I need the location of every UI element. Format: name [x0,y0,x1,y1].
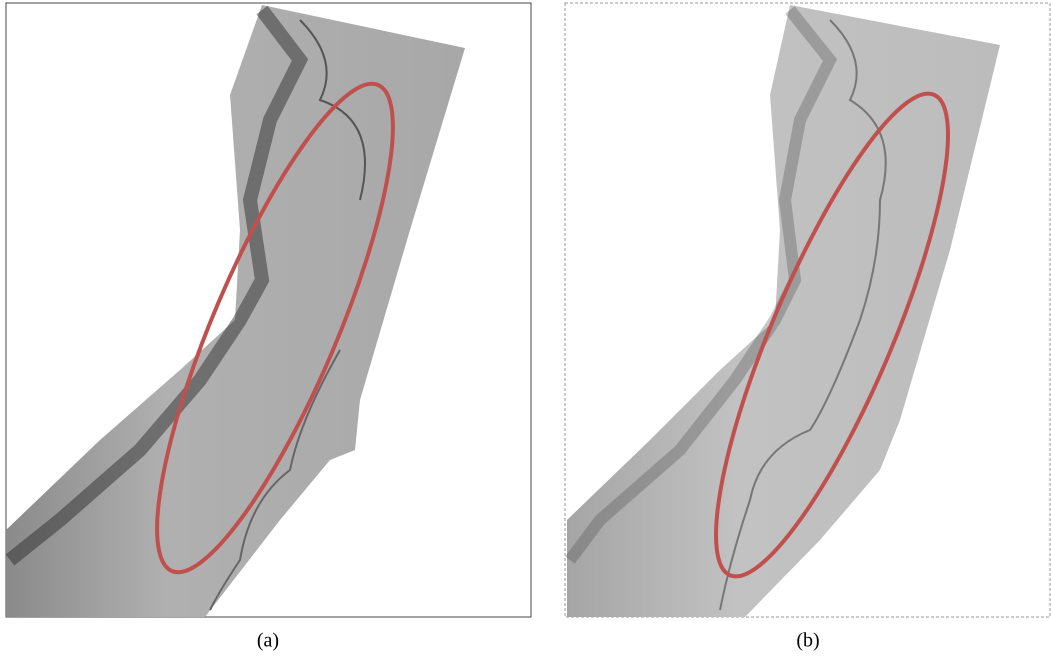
panel-a: (a) [6,3,531,652]
panel-b: (b) [565,3,1050,652]
panel-label: (b) [796,630,819,652]
panel-label: (a) [257,630,279,652]
figure: (a) (b) [0,0,1051,658]
